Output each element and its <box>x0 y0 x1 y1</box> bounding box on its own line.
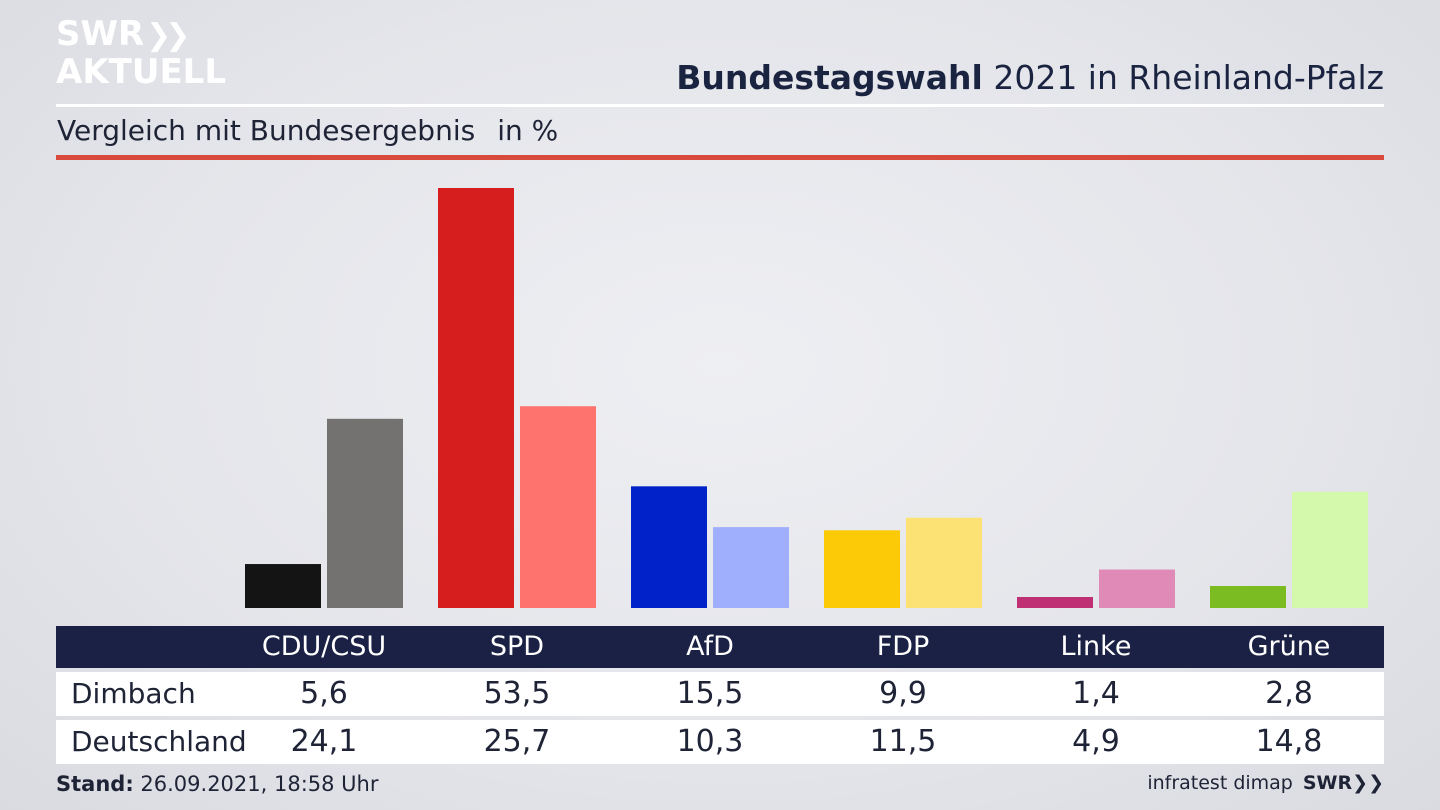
value-cell-cducsu-deutschland: 24,1 <box>290 724 358 759</box>
column-header-cducsu: CDU/CSU <box>261 631 387 662</box>
value-cell-afd-deutschland: 10,3 <box>676 724 744 759</box>
bar-linke-deutschland <box>1099 569 1175 608</box>
swr-brand-logo: SWR❯❯ <box>1302 772 1384 794</box>
subtitle-text: Vergleich mit Bundesergebnis <box>57 114 476 147</box>
bar-spd-dimbach <box>438 188 514 608</box>
column-header-fdp: FDP <box>876 631 930 662</box>
stand-value: 26.09.2021, 18:58 Uhr <box>133 772 379 796</box>
bar-cducsu-dimbach <box>245 564 321 608</box>
unit-label: in % <box>497 114 559 147</box>
value-cell-cducsu-dimbach: 5,6 <box>300 676 348 711</box>
bar-grne-deutschland <box>1292 491 1368 608</box>
table-header-row: CDU/CSU SPD AfD FDP Linke Grüne <box>56 626 1384 668</box>
value-cell-afd-dimbach: 15,5 <box>676 676 744 711</box>
bar-linke-dimbach <box>1017 597 1093 608</box>
row-label-dimbach: Dimbach <box>71 677 196 710</box>
bar-chart <box>245 188 1368 608</box>
stand-label: Stand: <box>56 772 134 796</box>
bar-fdp-deutschland <box>906 517 982 608</box>
row-label-deutschland: Deutschland <box>71 725 247 758</box>
value-cell-fdp-deutschland: 11,5 <box>869 724 937 759</box>
bar-spd-deutschland <box>520 406 596 608</box>
column-header-linke: Linke <box>1060 631 1132 662</box>
bar-cducsu-deutschland <box>327 418 403 608</box>
logo-text-swr: SWR <box>56 14 145 54</box>
page-title: Bundestagswahl 2021 in Rheinland-Pfalz <box>676 58 1384 97</box>
bar-afd-deutschland <box>713 527 789 608</box>
value-cell-linke-dimbach: 1,4 <box>1072 676 1120 711</box>
column-header-grne: Grüne <box>1247 631 1331 662</box>
value-cell-spd-deutschland: 25,7 <box>483 724 551 759</box>
title-bold: Bundestagswahl <box>676 58 983 97</box>
header-divider <box>56 104 1384 107</box>
value-cell-grne-deutschland: 14,8 <box>1255 724 1323 759</box>
chart-subtitle: Vergleich mit Bundesergebnis in % <box>57 114 558 147</box>
swr-aktuell-logo: SWR❯❯ AKTUELL <box>56 16 226 90</box>
value-cell-fdp-dimbach: 9,9 <box>879 676 927 711</box>
value-cell-spd-dimbach: 53,5 <box>483 676 551 711</box>
source-text: infratest dimap <box>1147 772 1293 794</box>
title-rest: 2021 in Rheinland-Pfalz <box>982 58 1384 97</box>
bar-fdp-dimbach <box>824 530 900 608</box>
table-row-dimbach: Dimbach 5,6 53,5 15,5 9,9 1,4 2,8 <box>56 672 1384 716</box>
results-table: CDU/CSU SPD AfD FDP Linke Grüne Dimbach 5,6 53… <box>56 626 1384 764</box>
source-credit: infratest dimap SWR❯❯ <box>1147 772 1384 794</box>
accent-divider <box>56 155 1384 160</box>
logo-arrows-icon: ❯❯ <box>146 18 190 53</box>
column-header-afd: AfD <box>686 631 734 662</box>
bar-grne-dimbach <box>1210 586 1286 608</box>
value-cell-grne-dimbach: 2,8 <box>1265 676 1313 711</box>
logo-text-aktuell: AKTUELL <box>56 52 227 92</box>
column-header-spd: SPD <box>489 631 545 662</box>
bar-afd-dimbach <box>631 486 707 608</box>
table-row-deutschland: Deutschland 24,1 25,7 10,3 11,5 4,9 14,8 <box>56 720 1384 764</box>
value-cell-linke-deutschland: 4,9 <box>1072 724 1120 759</box>
timestamp: Stand: 26.09.2021, 18:58 Uhr <box>56 772 379 796</box>
